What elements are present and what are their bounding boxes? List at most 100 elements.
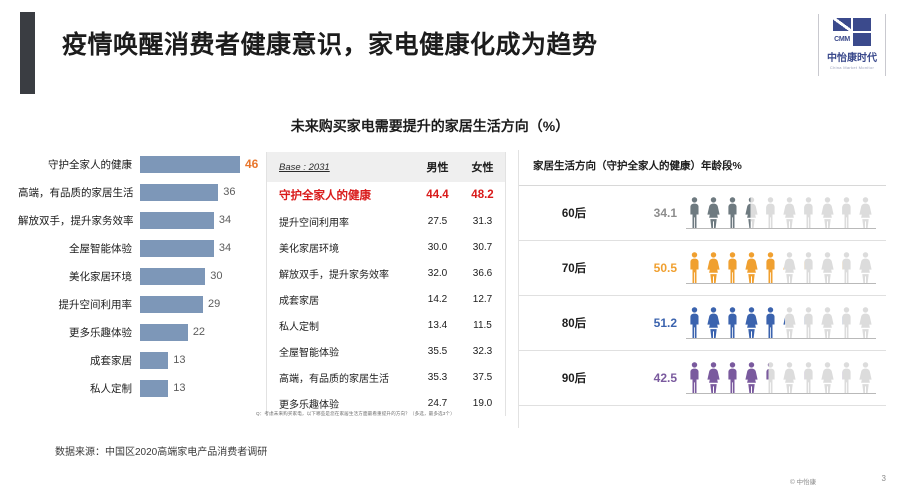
bar-value: 46 <box>245 157 259 171</box>
data-source-note: 数据来源：中国区2020高端家电产品消费者调研 <box>55 447 268 458</box>
bar-fill <box>140 323 188 341</box>
bar-row: 成套家居 13 <box>18 346 263 374</box>
table-cell-female: 37.5 <box>472 371 493 383</box>
person-male-icon <box>800 196 817 230</box>
table-cell-female: 32.3 <box>472 345 493 357</box>
person-female-icon <box>781 306 798 340</box>
person-female-icon <box>705 306 722 340</box>
age-row: 90后 42.5 <box>519 351 886 406</box>
age-row: 80后 51.2 <box>519 296 886 351</box>
person-female-icon <box>781 251 798 285</box>
person-female-icon <box>705 251 722 285</box>
table-cell-name: 提升空间利用率 <box>279 217 349 229</box>
person-female-icon <box>743 251 760 285</box>
table-cell-male: 14.2 <box>427 293 448 305</box>
person-female-icon <box>781 361 798 395</box>
pictogram-group <box>686 251 876 285</box>
person-male-icon <box>838 251 855 285</box>
bar-track: 13 <box>140 346 263 374</box>
bar-fill <box>140 211 214 229</box>
copyright-note: © 中怡康 <box>790 479 817 486</box>
page-title: 疫情唤醒消费者健康意识，家电健康化成为趋势 <box>62 31 598 59</box>
person-female-icon <box>857 306 874 340</box>
logo-left-column: CMM <box>833 18 851 46</box>
table-cell-name: 高端，有品质的家居生活 <box>279 373 389 385</box>
column-header-male: 男性 <box>426 162 449 174</box>
person-male-icon <box>800 361 817 395</box>
bar-label: 高端，有品质的家居生活 <box>18 186 134 199</box>
table-row: 美化家居环境 30.0 30.7 <box>267 234 505 260</box>
table-cell-male: 30.0 <box>427 241 448 253</box>
bar-row: 更多乐趣体验 22 <box>18 318 263 346</box>
age-group-label: 80后 <box>561 318 587 330</box>
table-cell-name: 私人定制 <box>279 321 319 333</box>
person-female-icon <box>819 251 836 285</box>
person-female-icon <box>705 361 722 395</box>
logo-chinese-name: 中怡康时代 <box>827 53 877 64</box>
person-male-icon <box>686 251 703 285</box>
bar-value: 36 <box>223 186 236 198</box>
age-rows: 60后 34.1 70后 50.5 80后 51.2 90后 42.5 <box>519 185 886 406</box>
bar-label: 成套家居 <box>90 354 132 367</box>
table-cell-female: 30.7 <box>472 241 493 253</box>
bar-fill <box>140 379 169 397</box>
person-male-icon <box>762 361 779 395</box>
age-row: 60后 34.1 <box>519 186 886 241</box>
gender-table-header: Base : 2031 男性 女性 <box>267 152 505 182</box>
pictogram-group <box>686 196 876 230</box>
table-cell-female: 36.6 <box>472 267 493 279</box>
person-male-icon <box>686 361 703 395</box>
age-panel-title: 家居生活方向（守护全家人的健康）年龄段% <box>533 160 742 172</box>
bar-label: 解放双手，提升家务效率 <box>18 214 134 227</box>
logo-square-icon-1 <box>853 18 871 31</box>
table-cell-name: 更多乐趣体验 <box>279 399 339 411</box>
person-male-icon <box>724 251 741 285</box>
bar-fill <box>140 155 240 173</box>
person-male-icon <box>800 251 817 285</box>
pictogram-baseline <box>686 227 876 229</box>
bar-track: 36 <box>140 178 263 206</box>
table-cell-name: 美化家居环境 <box>279 243 339 255</box>
person-female-icon <box>705 196 722 230</box>
table-cell-male: 35.5 <box>427 345 448 357</box>
person-female-icon <box>819 196 836 230</box>
person-male-icon <box>762 196 779 230</box>
age-row: 70后 50.5 <box>519 241 886 296</box>
bar-fill <box>140 183 219 201</box>
person-female-icon <box>743 196 760 230</box>
person-male-icon <box>838 306 855 340</box>
bar-value: 34 <box>218 214 232 226</box>
bar-value: 13 <box>173 382 186 394</box>
pictogram-baseline <box>686 337 876 339</box>
chart-title: 未来购买家电需要提升的家居生活方向（%） <box>290 118 570 134</box>
bar-row: 私人定制 13 <box>18 374 263 402</box>
person-male-icon <box>838 361 855 395</box>
bar-track: 46 <box>140 150 263 178</box>
person-male-icon <box>762 306 779 340</box>
bar-track: 29 <box>140 290 263 318</box>
bar-track: 13 <box>140 374 263 402</box>
table-cell-name: 守护全家人的健康 <box>279 190 371 202</box>
bar-track: 34 <box>140 234 263 262</box>
table-cell-male: 35.3 <box>427 371 448 383</box>
pictogram-baseline <box>686 392 876 394</box>
table-cell-female: 11.5 <box>473 319 492 331</box>
gender-table: Base : 2031 男性 女性 守护全家人的健康 44.4 48.2 提升空间利用… <box>266 152 506 416</box>
page-number: 3 <box>881 474 886 483</box>
age-group-label: 60后 <box>561 208 587 220</box>
person-female-icon <box>743 306 760 340</box>
bar-row: 全屋智能体验 34 <box>18 234 263 262</box>
logo-marks: CMM <box>833 18 871 46</box>
age-group-label: 90后 <box>561 373 587 385</box>
person-male-icon <box>724 306 741 340</box>
pictogram-group <box>686 361 876 395</box>
table-base-label: Base : 2031 <box>279 161 330 173</box>
bar-value: 22 <box>192 326 206 338</box>
logo-square-icon-2 <box>853 33 871 46</box>
table-cell-male: 27.5 <box>427 215 448 227</box>
table-cell-male: 32.0 <box>427 267 448 279</box>
age-group-value: 50.5 <box>653 261 677 275</box>
table-row: 解放双手，提升家务效率 32.0 36.6 <box>267 260 505 286</box>
bar-label: 全屋智能体验 <box>69 242 132 255</box>
